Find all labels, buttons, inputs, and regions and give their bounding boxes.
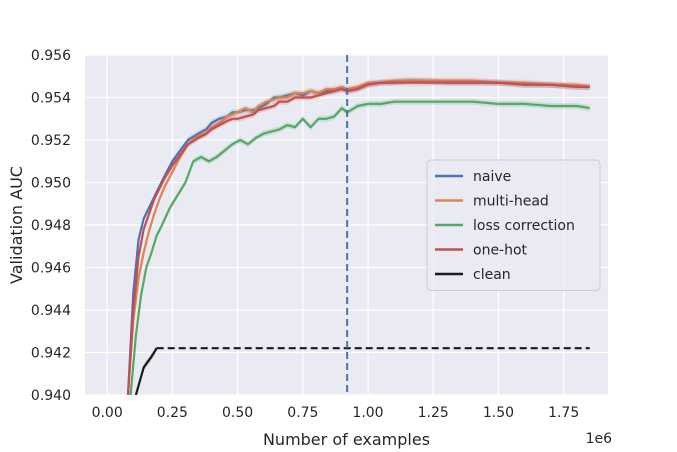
- x-tick-label: 1.75: [548, 405, 579, 421]
- x-tick-label: 0.00: [92, 405, 123, 421]
- x-axis-offset-label: 1e6: [586, 431, 613, 447]
- y-tick-labels: 0.940 0.942 0.944 0.946 0.948 0.950 0.952 0.954…: [31, 48, 71, 404]
- legend: naive multi-head loss correction one-hot cle…: [426, 159, 601, 291]
- x-tick-labels: 0.00 0.25 0.50 0.75 1.00 1.25 1.50 1.75: [92, 405, 580, 421]
- series-line-one-hot: [126, 81, 590, 395]
- y-tick-label: 0.956: [31, 48, 71, 64]
- y-tick-label: 0.942: [31, 346, 71, 362]
- y-tick-label: 0.940: [31, 388, 71, 404]
- x-tick-label: 0.75: [287, 405, 318, 421]
- y-tick-label: 0.948: [31, 218, 71, 234]
- x-tick-label: 0.25: [157, 405, 188, 421]
- x-axis-title: Number of examples: [263, 430, 430, 449]
- y-axis-title: Validation AUC: [7, 166, 26, 284]
- series-layer: [126, 77, 590, 395]
- y-tick-label: 0.946: [31, 261, 71, 277]
- y-tick-label: 0.952: [31, 133, 71, 149]
- x-tick-label: 1.00: [352, 405, 383, 421]
- legend-entry-naive: naive: [473, 169, 511, 185]
- y-tick-label: 0.954: [31, 91, 71, 107]
- legend-entry-loss-correction: loss correction: [473, 218, 575, 234]
- legend-entry-multi-head: multi-head: [473, 194, 549, 210]
- y-tick-label: 0.950: [31, 176, 71, 192]
- legend-entry-one-hot: one-hot: [473, 243, 528, 259]
- series-line-loss-correction: [129, 100, 590, 395]
- legend-box: [426, 159, 601, 291]
- x-tick-label: 1.25: [418, 405, 449, 421]
- x-tick-label: 1.50: [483, 405, 514, 421]
- series-line-clean: [134, 347, 158, 395]
- legend-entry-clean: clean: [473, 267, 511, 283]
- series-line-multi-head: [126, 79, 590, 395]
- x-tick-label: 0.50: [222, 405, 253, 421]
- y-tick-label: 0.944: [31, 303, 71, 319]
